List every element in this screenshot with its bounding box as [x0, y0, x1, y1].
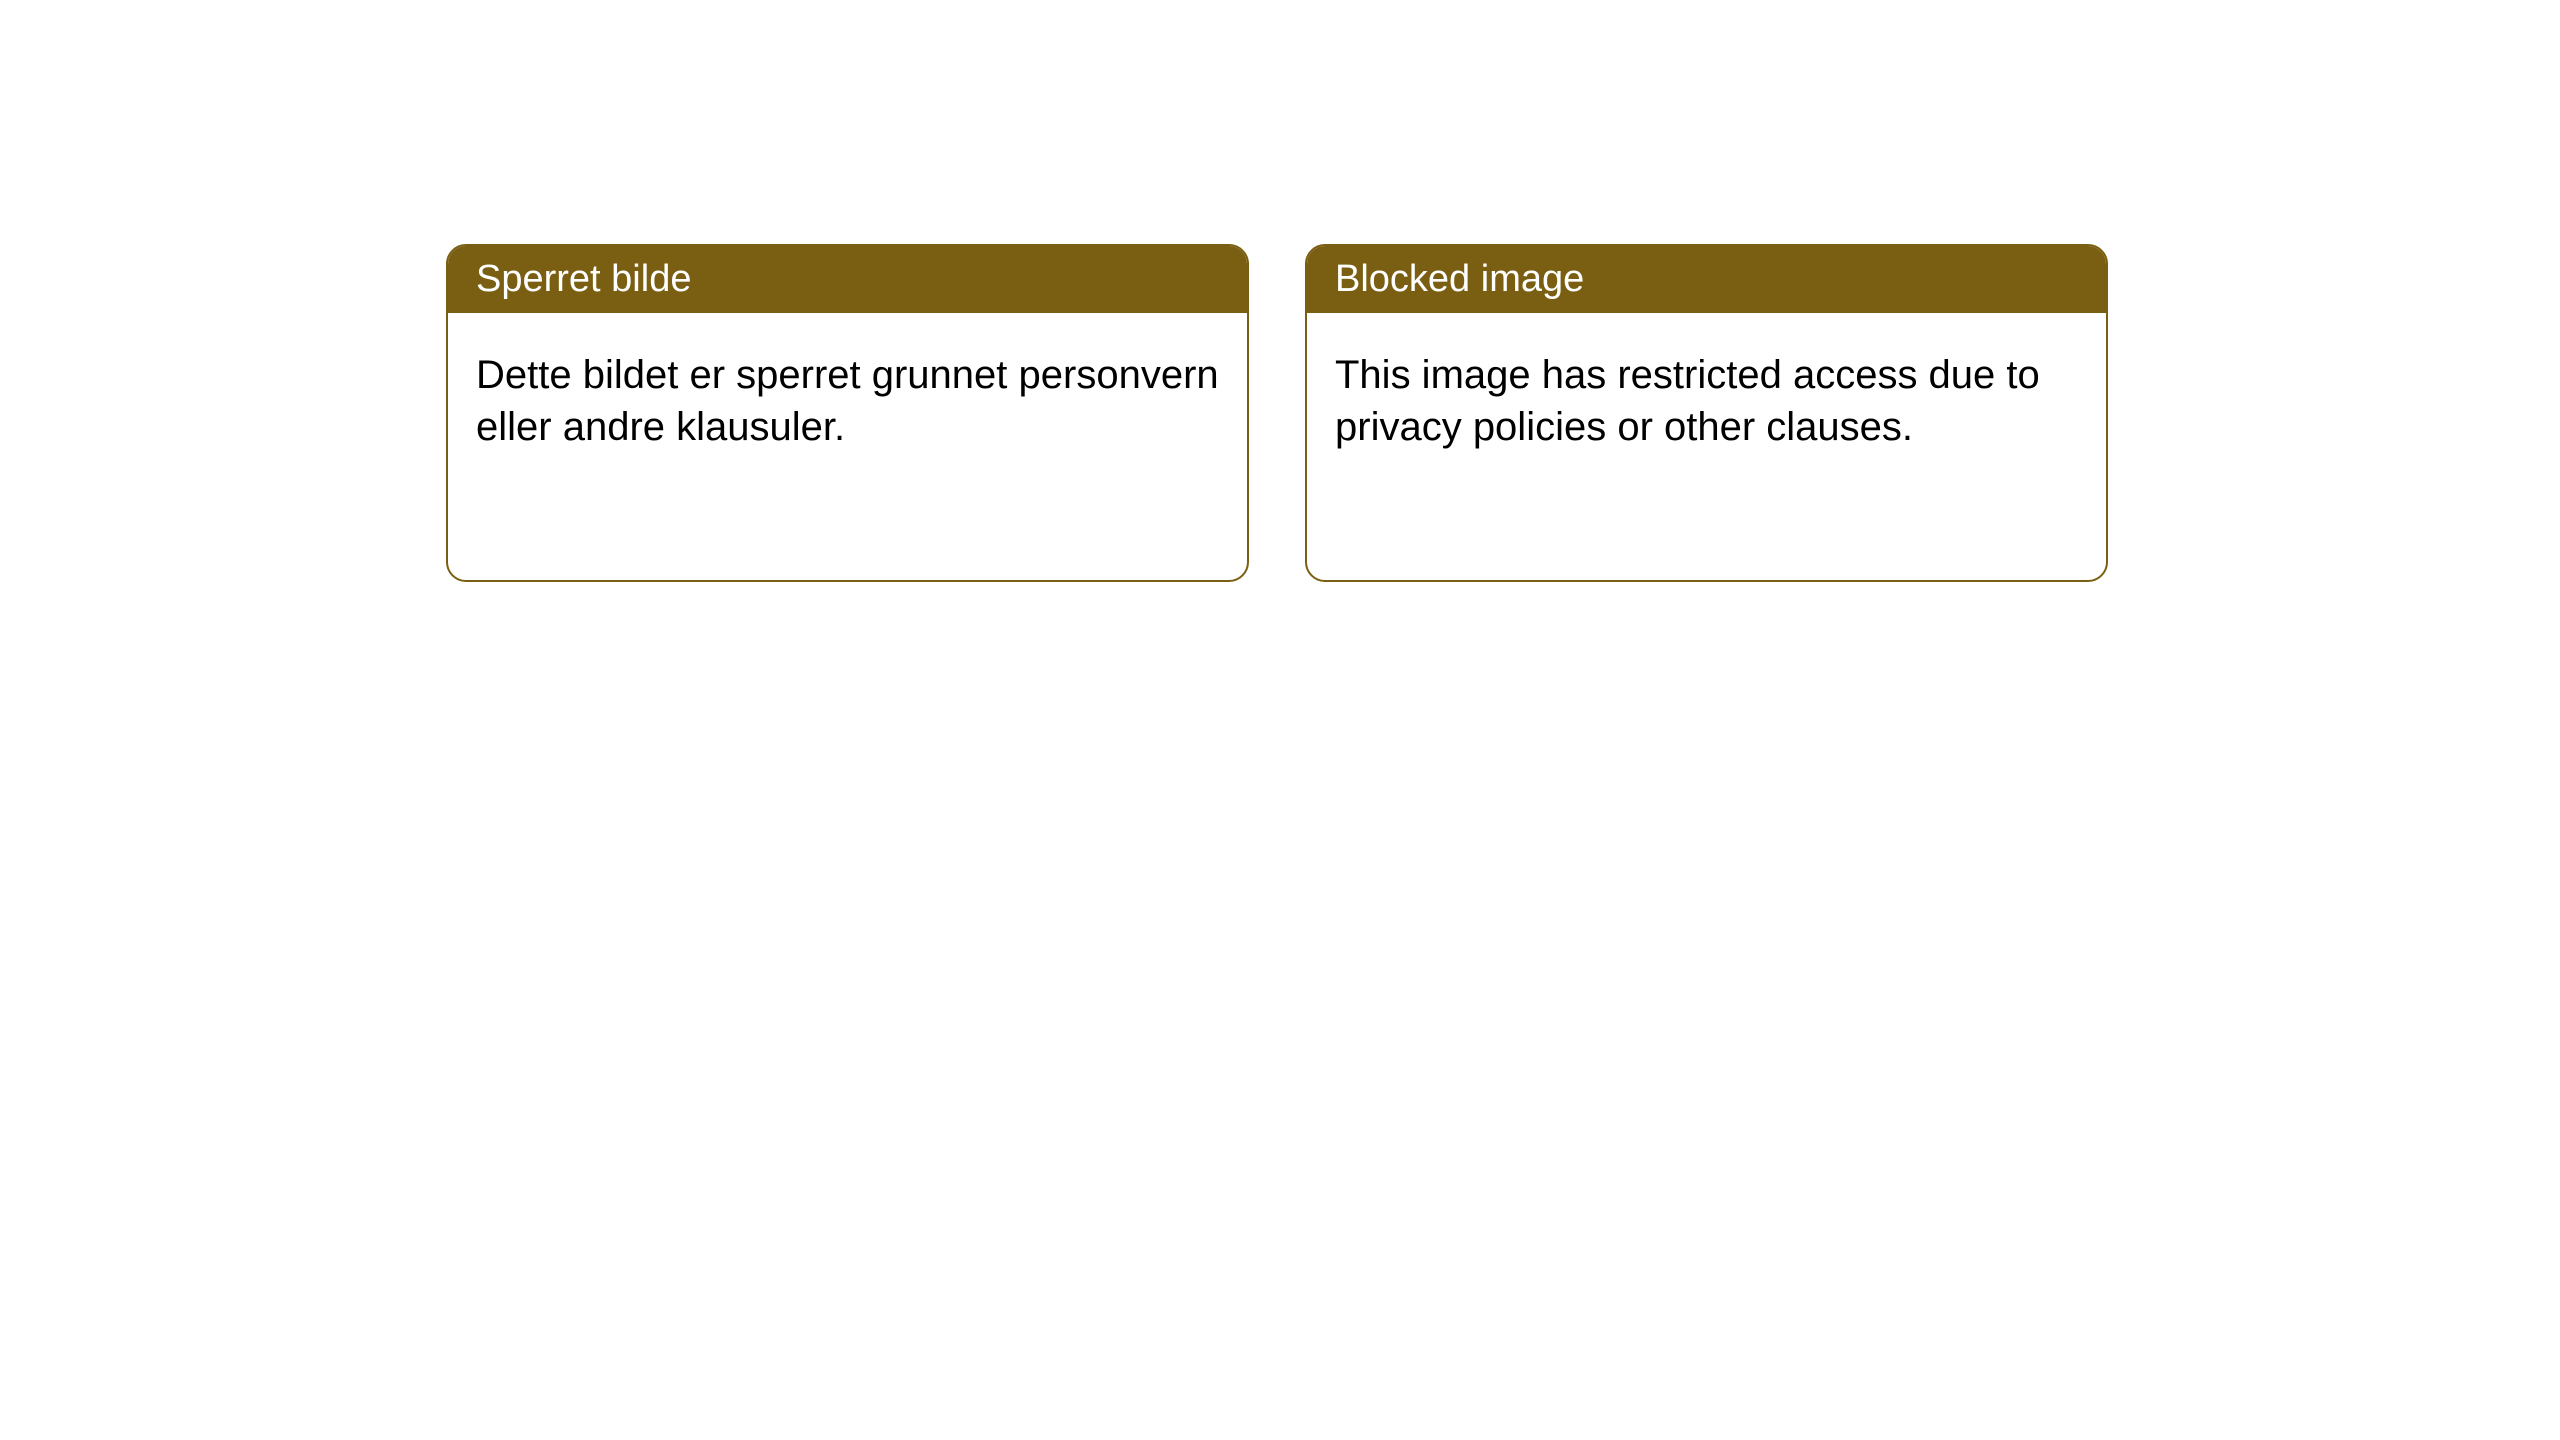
card-title: Blocked image — [1335, 258, 1584, 300]
card-header: Blocked image — [1307, 246, 2106, 313]
notice-cards-container: Sperret bilde Dette bildet er sperret gr… — [0, 0, 2560, 582]
card-body: Dette bildet er sperret grunnet personve… — [448, 313, 1247, 489]
card-body: This image has restricted access due to … — [1307, 313, 2106, 489]
card-message: Dette bildet er sperret grunnet personve… — [476, 353, 1219, 449]
card-header: Sperret bilde — [448, 246, 1247, 313]
card-message: This image has restricted access due to … — [1335, 353, 2040, 449]
card-title: Sperret bilde — [476, 258, 691, 300]
notice-card-norwegian: Sperret bilde Dette bildet er sperret gr… — [446, 244, 1249, 582]
notice-card-english: Blocked image This image has restricted … — [1305, 244, 2108, 582]
